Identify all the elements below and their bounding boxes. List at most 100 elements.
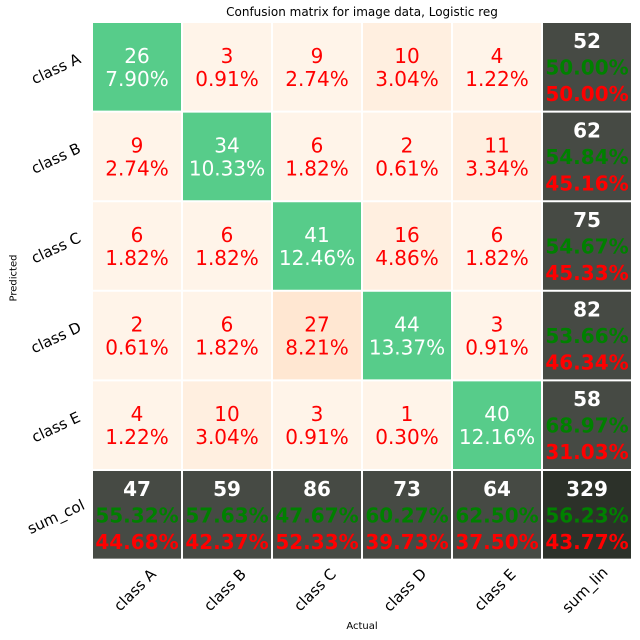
cell-count-r4-c3: 1 [401,402,414,426]
col-sum-0-cell [92,470,182,560]
cell-count-r2-c2: 41 [304,223,329,247]
row-sum-4-total: 58 [573,387,601,411]
col-sum-3-error: 39.73% [365,530,448,554]
row-sum-0-error: 50.00% [545,82,628,106]
grand-total-total: 329 [566,477,608,501]
cell-count-r3-c3: 44 [394,313,419,337]
matrix-cell-r4-c4 [452,380,542,470]
row-sum-4-error: 31.03% [545,440,628,464]
col-sum-1-total: 59 [213,477,241,501]
col-sum-4-correct: 62.50% [455,503,538,527]
row-sum-1-cell [542,111,632,202]
matrix-cell-r2-c4 [452,201,542,291]
grand-total-cell [542,470,632,560]
cell-percent-r0-c3: 3.04% [375,67,439,91]
col-sum-3-cell [362,470,452,560]
chart-title: Confusion matrix for image data, Logisti… [226,5,498,19]
row-sum-1-error: 45.16% [545,171,628,195]
row-sum-1-correct: 54.84% [545,145,628,169]
cell-count-r4-c2: 3 [311,402,324,426]
x-tick-label-5: sum_lin [558,563,612,617]
cell-percent-r1-c4: 3.34% [465,156,529,180]
matrix-cell-r3-c1 [182,290,272,381]
cell-count-r2-c1: 6 [221,223,234,247]
cell-percent-r0-c0: 7.90% [105,67,169,91]
x-tick-label-0: class A [110,565,160,615]
matrix-cell-r2-c0 [92,201,182,291]
row-sum-2-correct: 54.67% [545,235,628,259]
cell-count-r1-c0: 9 [131,133,144,157]
cell-count-r1-c3: 2 [401,133,414,157]
matrix-cell-r1-c3 [362,111,452,202]
row-sum-0-total: 52 [573,29,601,53]
cell-count-r4-c1: 10 [214,402,239,426]
cell-percent-r4-c3: 0.30% [375,425,439,449]
row-sum-2-total: 75 [573,208,601,232]
cell-percent-r2-c2: 12.46% [279,246,355,270]
matrix-cell-r1-c1 [182,111,272,202]
matrix-cell-r0-c1 [182,22,272,112]
col-sum-1-correct: 57.63% [185,503,268,527]
matrix-cell-r2-c2 [272,201,362,291]
row-sum-3-correct: 53.66% [545,324,628,348]
matrix-cell-r3-c2 [272,290,362,381]
matrix-cell-r2-c1 [182,201,272,291]
cell-percent-r3-c2: 8.21% [285,336,349,360]
cell-percent-r2-c3: 4.86% [375,246,439,270]
col-sum-2-total: 86 [303,477,331,501]
cell-count-r2-c0: 6 [131,223,144,247]
cell-percent-r0-c1: 0.91% [195,67,259,91]
y-tick-label-2: class C [28,229,83,267]
cell-count-r0-c3: 10 [394,44,419,68]
grand-total-correct: 56.23% [545,503,628,527]
col-sum-0-correct: 55.32% [95,503,178,527]
matrix-cell-r2-c3 [362,201,452,291]
x-tick-label-3: class D [380,565,431,616]
cell-count-r2-c3: 16 [394,223,419,247]
row-sum-2-error: 45.33% [545,261,628,285]
matrix-cell-r4-c3 [362,380,452,470]
cell-count-r1-c4: 11 [484,133,509,157]
grand-total-error: 43.77% [545,530,628,554]
matrix-cell-r0-c4 [452,22,542,112]
row-sum-3-total: 82 [573,298,601,322]
cell-percent-r2-c0: 1.82% [105,246,169,270]
row-sum-3-cell [542,290,632,381]
cell-percent-r1-c3: 0.61% [375,156,439,180]
cell-percent-r1-c0: 2.74% [105,156,169,180]
y-tick-label-3: class D [28,318,84,357]
cell-percent-r1-c1: 10.33% [189,156,265,180]
cell-count-r3-c2: 27 [304,313,329,337]
x-tick-label-4: class E [470,565,519,614]
cell-count-r0-c2: 9 [311,44,324,68]
cell-percent-r3-c3: 13.37% [369,336,445,360]
matrix-cell-r3-c3 [362,290,452,381]
matrix-cell-r4-c0 [92,380,182,470]
row-sum-4-correct: 68.97% [545,414,628,438]
cell-percent-r0-c2: 2.74% [285,67,349,91]
row-sum-2-cell [542,201,632,291]
x-tick-label-2: class C [290,565,340,615]
col-sum-1-error: 42.37% [185,530,268,554]
matrix-cell-r1-c2 [272,111,362,202]
cell-percent-r1-c2: 1.82% [285,156,349,180]
matrix-cell-r0-c0 [92,22,182,112]
cell-count-r0-c0: 26 [124,44,149,68]
row-sum-0-correct: 50.00% [545,55,628,79]
matrix-cell-r0-c3 [362,22,452,112]
col-sum-2-correct: 47.67% [275,503,358,527]
cell-count-r4-c4: 40 [484,402,509,426]
row-sum-0-cell [542,22,632,112]
col-sum-4-error: 37.50% [455,530,538,554]
matrix-cell-r1-c0 [92,111,182,202]
cell-count-r1-c2: 6 [311,133,324,157]
matrix-cell-r3-c4 [452,290,542,381]
row-sum-3-error: 46.34% [545,351,628,375]
cell-percent-r4-c0: 1.22% [105,425,169,449]
x-tick-label-1: class B [200,565,250,615]
cell-percent-r4-c4: 12.16% [459,425,535,449]
cell-count-r3-c1: 6 [221,313,234,337]
cell-count-r0-c1: 3 [221,44,234,68]
cell-percent-r2-c1: 1.82% [195,246,259,270]
col-sum-4-total: 64 [483,477,511,501]
